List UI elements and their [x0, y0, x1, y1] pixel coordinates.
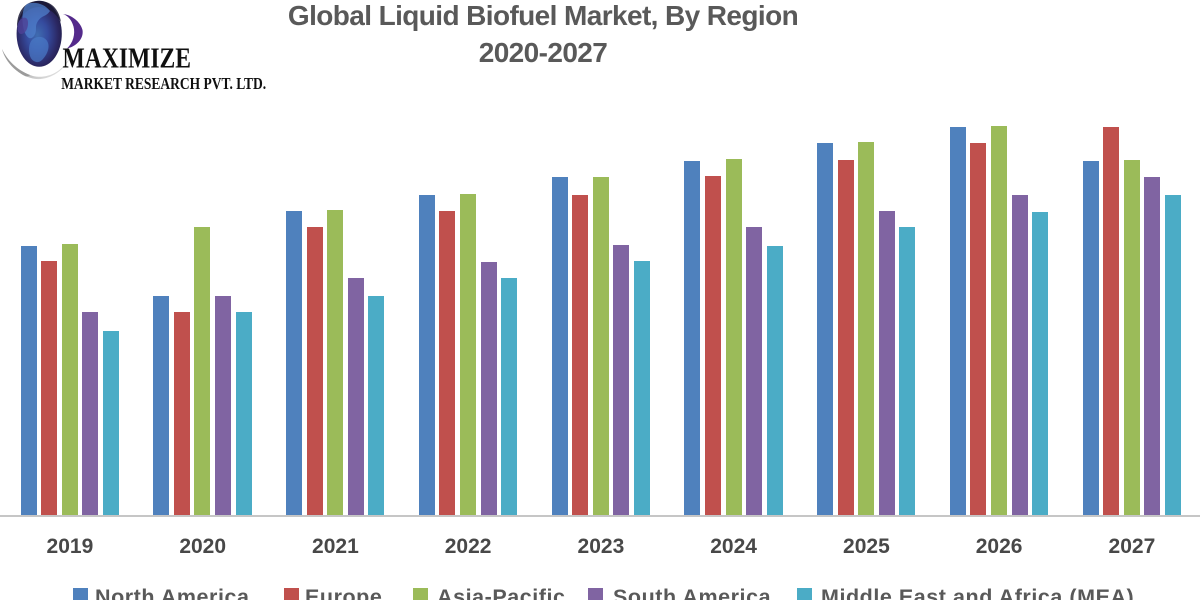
svg-text:MAXIMIZE: MAXIMIZE [63, 44, 192, 75]
svg-text:MARKET RESEARCH PVT. LTD.: MARKET RESEARCH PVT. LTD. [61, 74, 266, 93]
